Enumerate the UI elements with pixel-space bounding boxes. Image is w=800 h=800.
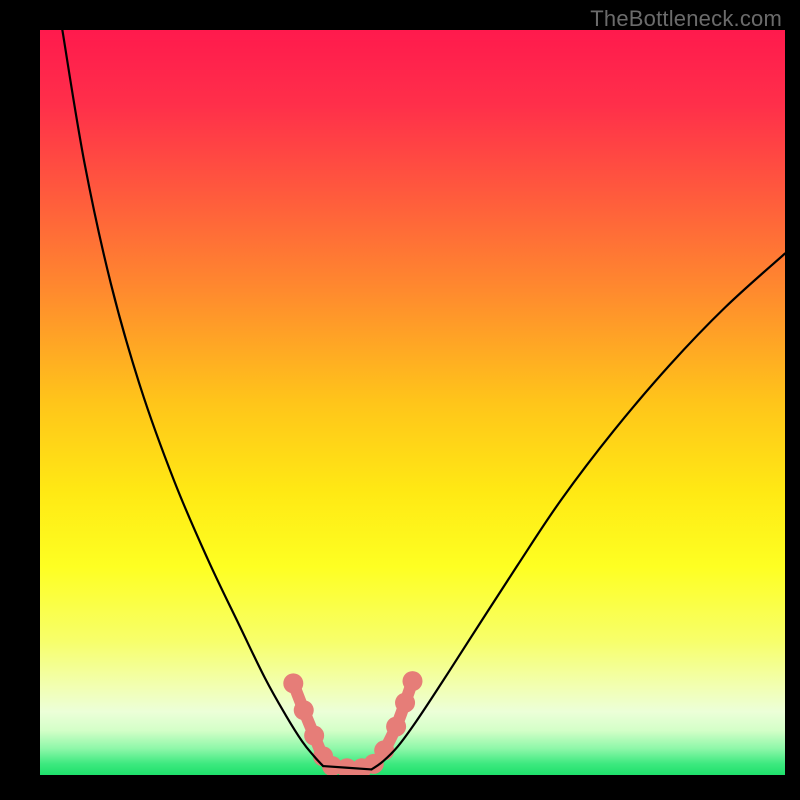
marker-dot [374,740,394,760]
plot-area [40,30,785,775]
marker-dot [283,673,303,693]
watermark-text: TheBottleneck.com [590,6,782,32]
marker-dot [304,726,324,746]
marker-dot [395,693,415,713]
curve-right-branch [372,254,785,770]
bottleneck-curve-layer [40,30,785,775]
marker-dot [403,671,423,691]
marker-dot [294,700,314,720]
curve-left-branch [62,30,323,766]
marker-dot [386,717,406,737]
